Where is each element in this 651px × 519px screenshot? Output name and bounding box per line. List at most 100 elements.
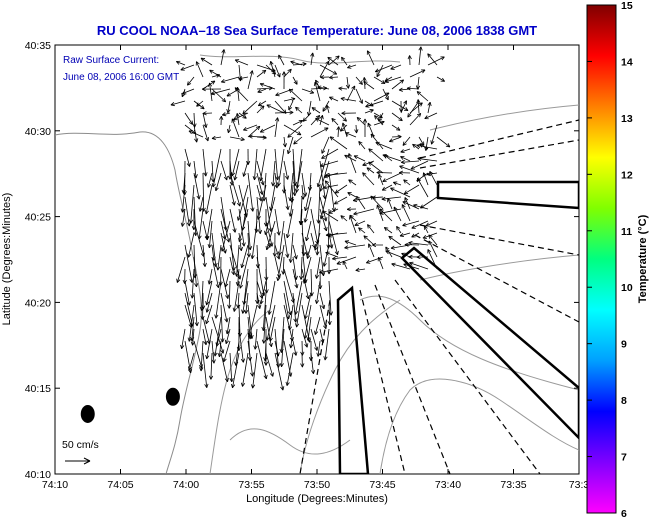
current-vector: [247, 232, 250, 258]
current-vector-head: [213, 262, 218, 267]
bathymetry-contour-1: [209, 309, 271, 474]
current-vector: [193, 172, 200, 200]
current-vector-head: [202, 111, 207, 116]
current-vector-head: [268, 337, 273, 342]
current-vector: [202, 244, 206, 267]
current-vector-head: [416, 91, 422, 96]
current-vector: [184, 244, 193, 283]
y-tick-label: 40:10: [25, 469, 51, 481]
current-vector-head: [207, 280, 212, 285]
current-vector-head: [271, 182, 276, 187]
current-vector-head: [384, 79, 389, 84]
current-vector: [283, 184, 289, 210]
current-vector: [428, 234, 438, 246]
current-vector: [192, 328, 195, 346]
current-vector-head: [355, 267, 360, 272]
current-vector-head: [268, 342, 273, 348]
colorbar-ticks: 6 7 8 9 10 11 12 13 14 15: [587, 0, 633, 519]
current-vector-head: [302, 62, 307, 67]
current-vector: [256, 196, 261, 234]
current-vector: [336, 256, 357, 265]
current-vector-head: [226, 92, 231, 97]
current-vector-head: [203, 172, 208, 177]
current-vector: [211, 316, 224, 354]
current-vector-head: [341, 122, 346, 127]
current-vector: [193, 100, 205, 110]
current-vector: [367, 50, 375, 66]
current-vector: [221, 220, 231, 252]
current-vector: [280, 316, 285, 353]
current-vector-head: [345, 84, 351, 89]
current-vector: [263, 172, 267, 202]
current-vector-head: [306, 254, 311, 259]
current-vector-head: [287, 133, 292, 138]
current-vector: [324, 328, 330, 361]
current-vector-head: [220, 349, 225, 354]
current-vector: [295, 106, 303, 114]
current-vector-head: [407, 113, 412, 118]
current-vector: [378, 257, 384, 270]
current-vector-head: [205, 354, 210, 360]
current-vector: [211, 88, 226, 103]
current-vector-head: [246, 253, 251, 258]
current-vectors-layer: [170, 46, 451, 391]
current-vector: [308, 100, 312, 116]
current-vector: [403, 179, 411, 186]
current-vector-head: [383, 227, 389, 232]
current-vector-head: [263, 357, 268, 362]
current-vector: [315, 117, 330, 126]
current-vector-head: [240, 358, 246, 363]
current-vector-head: [269, 60, 274, 66]
current-vector: [292, 292, 297, 323]
current-vector: [287, 124, 303, 138]
current-vector-head: [369, 109, 374, 113]
current-vector: [270, 184, 276, 211]
current-vector-head: [256, 215, 261, 220]
current-vector: [314, 82, 321, 102]
current-vector-head: [180, 344, 185, 349]
current-vector: [323, 244, 330, 267]
current-vector-head: [329, 75, 334, 80]
current-vector: [202, 304, 204, 320]
current-vector-head: [187, 253, 192, 258]
current-vector-head: [276, 276, 281, 282]
current-vector: [328, 208, 339, 214]
current-vector: [274, 244, 280, 260]
current-vector: [207, 172, 213, 188]
current-vector: [428, 240, 438, 258]
current-vector-head: [356, 195, 361, 201]
current-vector-head: [231, 118, 236, 123]
current-vector: [274, 172, 278, 189]
current-vector: [274, 100, 287, 114]
current-vector: [238, 304, 241, 337]
current-vector: [376, 204, 384, 222]
current-vector-head: [285, 253, 290, 258]
current-vector-head: [428, 240, 433, 245]
current-vector-head: [289, 344, 294, 349]
current-vector: [210, 88, 231, 95]
current-vector: [366, 167, 375, 174]
current-vector: [206, 328, 213, 359]
current-vector: [399, 232, 411, 237]
current-vector-head: [293, 140, 298, 145]
current-vector: [212, 148, 222, 188]
current-vector: [314, 316, 321, 335]
current-vector: [188, 130, 204, 138]
current-vector-head: [260, 105, 265, 110]
current-vector: [292, 268, 298, 289]
current-vector: [184, 304, 192, 328]
annotation-line-1: Raw Surface Current:: [63, 55, 159, 66]
current-vector-head: [365, 259, 371, 264]
current-vector: [252, 352, 258, 389]
y-tick-label: 40:15: [25, 383, 51, 395]
current-vector-head: [276, 255, 281, 260]
current-vector-head: [288, 105, 293, 111]
current-vector-head: [224, 318, 229, 323]
current-vector-head: [314, 274, 320, 279]
current-vector-head: [382, 153, 387, 158]
current-vector-head: [221, 112, 227, 117]
current-vector-head: [440, 77, 445, 82]
current-vector: [289, 196, 294, 217]
current-vector-head: [226, 238, 231, 243]
current-vector: [238, 208, 249, 242]
